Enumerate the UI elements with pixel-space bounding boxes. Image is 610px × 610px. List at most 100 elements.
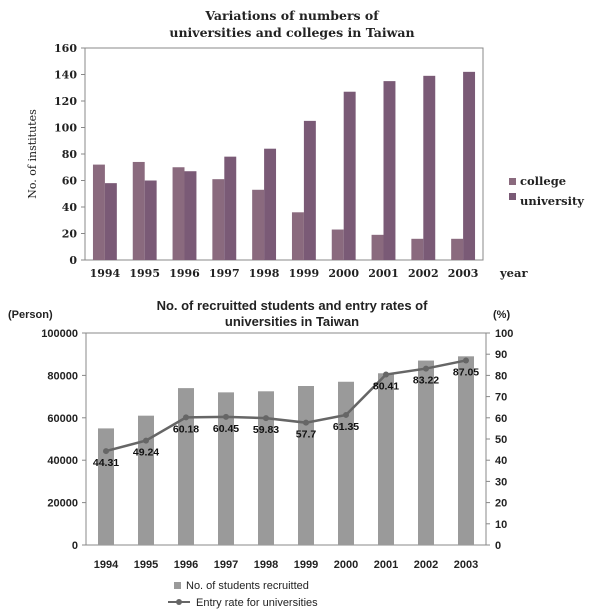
entry-rate-point-1995 (143, 437, 149, 444)
entry-rate-label: 61.35 (333, 421, 359, 433)
bar-college-1998 (252, 189, 265, 260)
y-tick-label: 80 (62, 148, 78, 161)
bar-university-1997 (224, 156, 237, 260)
legend-swatch-college (509, 178, 516, 185)
bar-students-2002 (418, 360, 434, 545)
bar-students-1998 (258, 391, 274, 545)
bar-college-2001 (371, 234, 384, 260)
x-tick-label: 2003 (454, 559, 478, 571)
y-right-tick-label: 60 (495, 413, 507, 425)
chart2-title-line1: No. of recruitted students and entry rat… (157, 298, 429, 313)
chart1-x-axis-label: year (499, 266, 528, 280)
chart1-bars (92, 71, 476, 260)
entry-rate-label: 60.45 (213, 423, 239, 435)
x-tick-label: 1997 (209, 267, 240, 280)
entry-rate-point-2003 (463, 357, 469, 364)
entry-rate-point-1994 (103, 448, 109, 455)
entry-rate-point-2002 (423, 365, 429, 372)
y-left-tick-label: 20000 (47, 498, 78, 510)
y-left-tick-label: 80000 (47, 370, 78, 382)
entry-rate-point-2001 (383, 371, 389, 378)
chart-recruitment: No. of recruitted students and entry rat… (8, 298, 513, 609)
chart2-bars (98, 356, 474, 545)
bar-university-2001 (383, 81, 396, 260)
legend-label-university: university (520, 194, 584, 208)
entry-rate-point-1997 (223, 413, 229, 420)
entry-rate-point-2000 (343, 411, 349, 418)
x-tick-label: 1998 (249, 267, 280, 280)
entry-rate-line (105, 359, 467, 453)
y-right-tick-label: 50 (495, 434, 507, 446)
legend-swatch-university (509, 193, 516, 200)
legend-swatch-students (174, 582, 181, 589)
chart1-title-line1: Variations of numbers of (204, 8, 380, 23)
entry-rate-point-1999 (303, 419, 309, 426)
y-tick-label: 40 (62, 201, 78, 214)
x-tick-label: 1996 (169, 267, 200, 280)
y-left-tick-label: 0 (72, 540, 78, 552)
chart1-x-axis: 1994 1995 1996 1997 1998 1999 2000 2001 2002 2003 (90, 267, 479, 280)
chart2-y-right-unit: (%) (493, 309, 510, 321)
entry-rate-label: 83.22 (413, 375, 439, 387)
chart2-title-line2: universities in Taiwan (225, 314, 359, 329)
bar-students-1996 (178, 388, 194, 545)
y-left-tick-label: 100000 (41, 328, 78, 340)
entry-rate-label: 87.05 (453, 366, 479, 378)
bar-university-2000 (343, 91, 356, 260)
x-tick-label: 2002 (414, 559, 438, 571)
chart1-y-axis: 0 20 40 60 80 100 120 140 160 (54, 42, 85, 267)
x-tick-label: 2001 (374, 559, 398, 571)
entry-rate-label: 60.18 (173, 423, 199, 435)
x-tick-label: 1995 (134, 559, 158, 571)
y-right-tick-label: 40 (495, 455, 507, 467)
bar-college-2002 (411, 238, 424, 260)
y-left-tick-label: 40000 (47, 455, 78, 467)
bar-students-1997 (218, 392, 234, 545)
chart2-legend: No. of students recruitted Entry rate fo… (168, 580, 318, 609)
y-right-tick-label: 70 (495, 392, 507, 404)
y-tick-label: 120 (54, 95, 77, 108)
chart2-y-axis-right: 0 10 20 30 40 50 60 70 80 90 100 (486, 328, 513, 552)
x-tick-label: 2002 (408, 267, 439, 280)
chart2-line (103, 357, 469, 455)
y-tick-label: 0 (69, 254, 77, 267)
entry-rate-label: 49.24 (133, 447, 159, 459)
chart-institutes: Variations of numbers of universities an… (26, 8, 584, 280)
chart1-title-line2: universities and colleges in Taiwan (169, 25, 414, 40)
x-tick-label: 1999 (294, 559, 318, 571)
y-tick-label: 20 (62, 228, 78, 241)
bar-college-2003 (451, 238, 464, 260)
x-tick-label: 1994 (90, 267, 121, 280)
bar-students-1994 (98, 428, 114, 545)
bar-college-1999 (291, 212, 304, 260)
bar-university-1998 (264, 148, 277, 260)
y-right-tick-label: 100 (495, 328, 513, 340)
x-tick-label: 1995 (129, 267, 160, 280)
bar-university-2003 (463, 71, 476, 260)
bar-university-1995 (144, 180, 157, 260)
y-right-tick-label: 30 (495, 476, 507, 488)
x-tick-label: 1996 (174, 559, 198, 571)
chart2-x-axis: 1994 1995 1996 1997 1998 1999 2000 2001 2002 2003 (94, 559, 478, 571)
bar-students-2003 (458, 356, 474, 545)
x-tick-label: 1998 (254, 559, 278, 571)
bar-college-1996 (172, 167, 185, 260)
x-tick-label: 2000 (328, 267, 359, 280)
legend-label-college: college (520, 174, 566, 188)
y-right-tick-label: 20 (495, 498, 507, 510)
bar-university-1999 (303, 120, 316, 260)
y-right-tick-label: 90 (495, 349, 507, 361)
bar-students-1999 (298, 386, 314, 545)
chart1-legend: college university (509, 174, 584, 208)
x-tick-label: 1999 (289, 267, 320, 280)
y-right-tick-label: 10 (495, 519, 507, 531)
chart2-data-labels: 44.31 49.24 60.18 60.45 59.83 57.7 61.35 80.41 8… (93, 366, 479, 469)
legend-swatch-entry-rate-marker (176, 599, 182, 605)
bar-students-2000 (338, 381, 354, 545)
entry-rate-point-1998 (263, 415, 269, 422)
entry-rate-label: 59.83 (253, 424, 279, 436)
chart2-y-left-unit: (Person) (8, 309, 53, 321)
bar-university-2002 (423, 75, 436, 260)
entry-rate-label: 80.41 (373, 381, 399, 393)
